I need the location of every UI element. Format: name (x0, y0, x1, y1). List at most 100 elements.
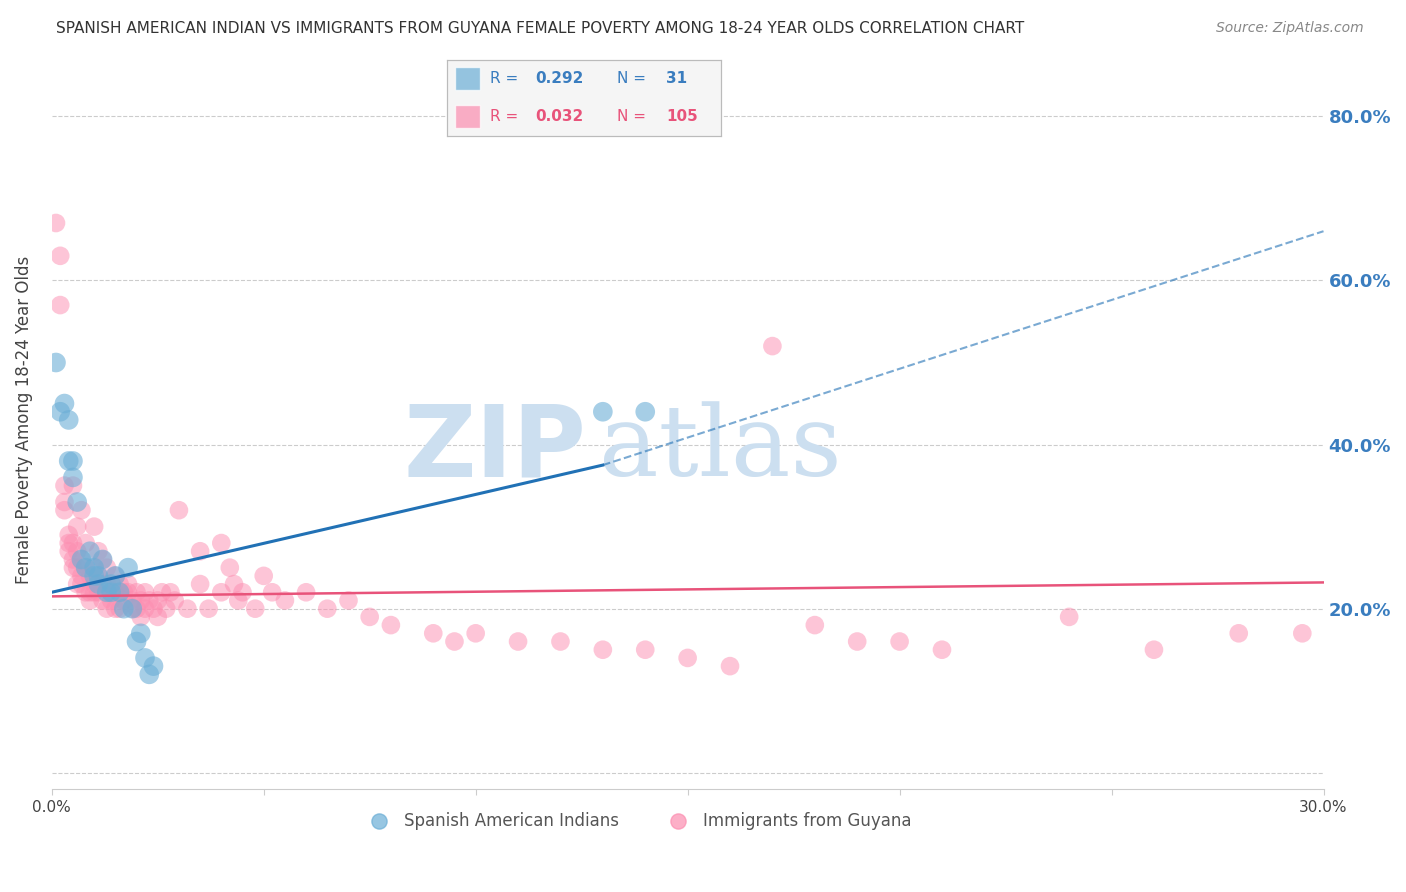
Point (91, 593, 114, 607)
Legend: Spanish American Indians, Immigrants from Guyana: Spanish American Indians, Immigrants fro… (356, 805, 918, 837)
Point (931, 642, 953, 657)
Point (53, 478, 76, 492)
Point (96, 601, 118, 615)
Point (209, 585, 232, 599)
Point (87, 577, 110, 591)
Text: ZIP: ZIP (404, 401, 586, 498)
Y-axis label: Female Poverty Among 18-24 Year Olds: Female Poverty Among 18-24 Year Olds (15, 256, 32, 584)
Point (592, 642, 614, 657)
Point (79, 569, 101, 583)
Point (634, 642, 657, 657)
Text: atlas: atlas (599, 401, 841, 498)
Point (58, 454, 80, 468)
Point (1227, 626, 1250, 640)
Point (337, 593, 360, 607)
Point (53, 495, 76, 509)
Point (506, 634, 529, 648)
Point (66, 544, 89, 558)
Point (83, 585, 105, 599)
Point (66, 519, 89, 533)
Point (167, 503, 190, 517)
Point (104, 569, 127, 583)
Point (262, 585, 284, 599)
Point (274, 593, 297, 607)
Point (112, 593, 135, 607)
Point (117, 585, 139, 599)
Point (83, 519, 105, 533)
Point (96, 577, 118, 591)
Point (58, 544, 80, 558)
Point (209, 536, 232, 550)
Point (1057, 610, 1080, 624)
Point (70, 577, 93, 591)
Text: R =: R = (489, 71, 523, 87)
Point (634, 405, 657, 419)
Point (150, 585, 173, 599)
Point (49, 298, 72, 312)
Point (443, 634, 465, 648)
Point (134, 601, 156, 615)
Point (125, 634, 148, 648)
Point (75, 585, 97, 599)
Point (45, 216, 67, 230)
Point (79, 544, 101, 558)
Point (804, 618, 827, 632)
Point (422, 626, 444, 640)
Point (846, 634, 869, 648)
Point (253, 569, 276, 583)
Point (125, 585, 148, 599)
Point (761, 339, 783, 353)
Point (58, 536, 80, 550)
Point (129, 626, 152, 640)
Text: N =: N = (617, 109, 647, 124)
Point (359, 610, 381, 624)
Point (66, 577, 89, 591)
Point (104, 569, 127, 583)
Point (142, 659, 165, 673)
Point (79, 585, 101, 599)
Point (91, 577, 114, 591)
Point (380, 618, 402, 632)
Point (134, 651, 156, 665)
Point (104, 585, 127, 599)
Point (121, 601, 143, 615)
Text: 0.032: 0.032 (534, 109, 583, 124)
Point (125, 601, 148, 615)
Bar (456, 105, 479, 128)
Text: R =: R = (489, 109, 523, 124)
Point (62, 552, 84, 566)
Point (87, 569, 110, 583)
Point (889, 634, 911, 648)
Point (718, 659, 741, 673)
Point (70, 503, 93, 517)
Point (49, 405, 72, 419)
Point (70, 569, 93, 583)
Point (121, 593, 143, 607)
Point (75, 560, 97, 574)
Point (87, 544, 110, 558)
Point (70, 552, 93, 566)
Point (75, 536, 97, 550)
Point (62, 478, 84, 492)
Point (142, 601, 165, 615)
Point (53, 503, 76, 517)
Text: 31: 31 (666, 71, 688, 87)
Point (188, 577, 211, 591)
Point (53, 396, 76, 410)
Point (231, 585, 253, 599)
Point (108, 585, 131, 599)
Point (138, 593, 160, 607)
Text: Source: ZipAtlas.com: Source: ZipAtlas.com (1216, 21, 1364, 35)
Point (91, 552, 114, 566)
Point (155, 601, 177, 615)
Point (49, 249, 72, 263)
Point (62, 560, 84, 574)
Point (87, 569, 110, 583)
Point (83, 577, 105, 591)
Point (100, 593, 122, 607)
Point (62, 454, 84, 468)
Point (62, 536, 84, 550)
Point (108, 577, 131, 591)
Point (45, 355, 67, 369)
Point (83, 560, 105, 574)
